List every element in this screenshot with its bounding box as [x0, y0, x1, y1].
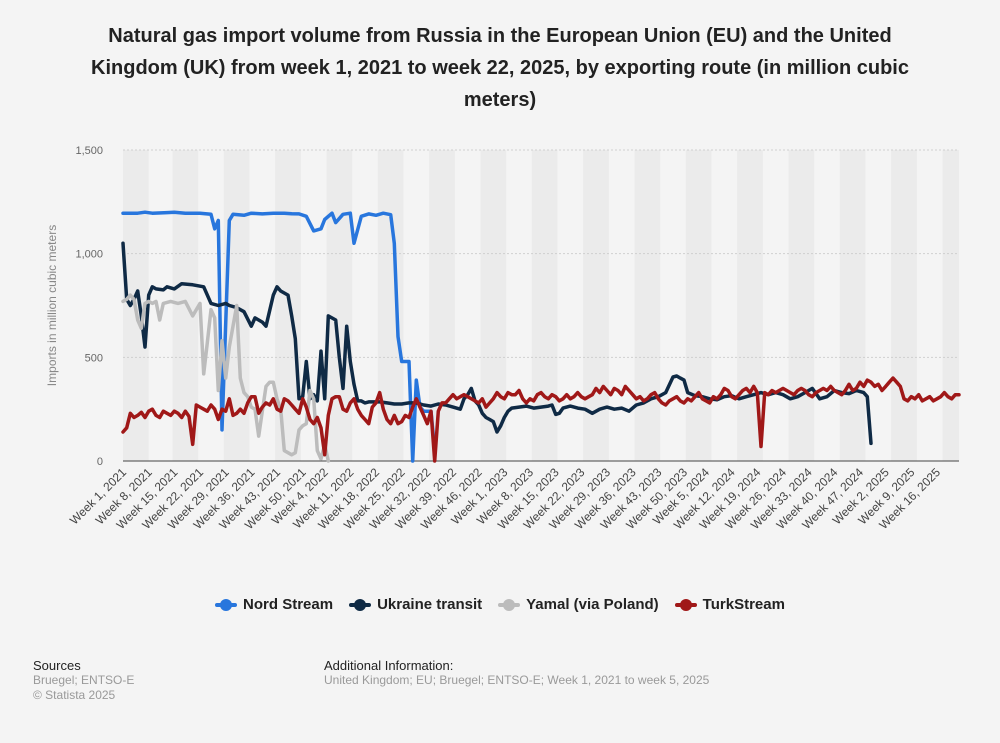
- chart-band: [172, 150, 199, 461]
- legend-swatch-turkstream: [674, 598, 697, 612]
- y-tick-label: 1,000: [75, 249, 103, 261]
- chart-band: [788, 150, 815, 461]
- chart-title-line-2: Kingdom (UK) from week 1, 2021 to week 2…: [91, 57, 909, 79]
- chart-band: [839, 150, 866, 461]
- legend-label: Nord Stream: [243, 596, 334, 613]
- additional-info-heading: Additional Information:: [324, 658, 454, 673]
- series-line-yamal-via-poland: [121, 293, 331, 463]
- y-tick-label: 0: [97, 456, 103, 468]
- chart-band: [942, 150, 959, 461]
- chart-band: [891, 150, 917, 461]
- chart-title-line-1: Natural gas import volume from Russia in…: [108, 25, 892, 47]
- additional-info-text: United Kingdom; EU; Bruegel; ENTSO-E; We…: [324, 673, 710, 687]
- chart-band: [377, 150, 404, 461]
- chart-title-line-3: meters): [463, 89, 537, 111]
- chart-band: [429, 150, 455, 461]
- chart-band: [583, 150, 609, 461]
- copyright-text: © Statista 2025: [33, 688, 116, 702]
- chart-band: [685, 150, 712, 461]
- chart-band: [634, 150, 661, 461]
- series-line-turkstream: [121, 376, 961, 463]
- sources-text[interactable]: Bruegel; ENTSO-E: [33, 673, 135, 687]
- y-tick-label: 1,500: [75, 145, 103, 157]
- legend-item-turkstream[interactable]: TurkStream: [674, 596, 785, 613]
- legend-label: TurkStream: [702, 596, 785, 613]
- legend-item-ukraine-transit[interactable]: Ukraine transit: [349, 596, 482, 613]
- chart-band: [326, 150, 353, 461]
- series-line-ukraine-transit: [121, 241, 873, 446]
- additional-info-block: Additional Information: United Kingdom; …: [324, 658, 709, 688]
- chart-band: [480, 150, 507, 461]
- sources-block: Sources Bruegel; ENTSO-E © Statista 2025: [33, 658, 134, 703]
- legend-swatch-yamal: [498, 598, 521, 612]
- legend-label: Ukraine transit: [377, 596, 483, 613]
- legend-label: Yamal (via Poland): [526, 596, 659, 613]
- y-axis-label: Imports in million cubic meters: [45, 225, 59, 386]
- legend-swatch-nord-stream: [215, 598, 238, 612]
- series-line-nord-stream: [121, 210, 437, 463]
- legend: Nord Stream Ukraine transit Yamal (via P…: [0, 596, 1000, 613]
- line-chart: 0 500 1,000 1,500 Imports in million cubic m…: [45, 145, 961, 532]
- chart-title: Natural gas import volume from Russia in…: [60, 20, 940, 116]
- chart-band: [531, 150, 558, 461]
- legend-item-nord-stream[interactable]: Nord Stream: [215, 596, 333, 613]
- sources-heading: Sources: [33, 658, 81, 673]
- legend-item-yamal[interactable]: Yamal (via Poland): [498, 596, 659, 613]
- legend-swatch-ukraine-transit: [349, 598, 372, 612]
- chart-band: [275, 150, 301, 461]
- y-tick-label: 500: [85, 352, 103, 364]
